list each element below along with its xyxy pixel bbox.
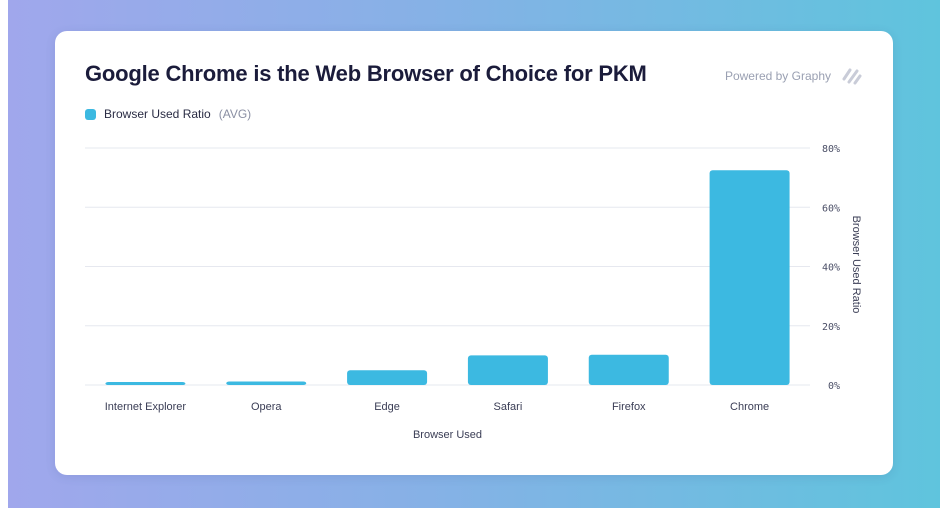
chart-legend[interactable]: Browser Used Ratio (AVG) [85,107,251,121]
graphy-logo-icon [842,68,862,85]
legend-suffix: (AVG) [218,107,252,121]
powered-by[interactable]: Powered by Graphy [725,67,863,85]
x-tick-label: Opera [251,401,282,413]
y-tick-label: 60% [822,203,840,214]
bar [588,354,669,385]
y-axis-title: Browser Used Ratio [850,216,862,314]
x-tick-label: Edge [374,401,400,413]
x-tick-label: Safari [494,401,523,413]
chart-card: Google Chrome is the Web Browser of Choi… [55,31,893,475]
x-axis-title: Browser Used [413,429,482,441]
x-tick-label: Firefox [612,401,646,413]
y-tick-label: 40% [822,263,840,274]
chart-title: Google Chrome is the Web Browser of Choi… [85,61,647,86]
y-tick-label: 20% [822,322,840,333]
legend-swatch [85,108,96,120]
bar [467,355,548,385]
x-tick-label: Internet Explorer [105,401,187,413]
powered-by-label: Powered by Graphy [724,69,831,83]
bar [709,170,790,385]
x-tick-label: Chrome [730,401,769,413]
bar [226,381,307,385]
bar [347,370,428,385]
legend-label: Browser Used Ratio [104,107,211,121]
bar-chart: 0% 20% 40% 60% 80% Internet Explorer Opera Edge… [85,144,862,441]
y-tick-label: 0% [828,381,840,392]
bar [105,382,186,385]
y-tick-label: 80% [822,144,840,155]
